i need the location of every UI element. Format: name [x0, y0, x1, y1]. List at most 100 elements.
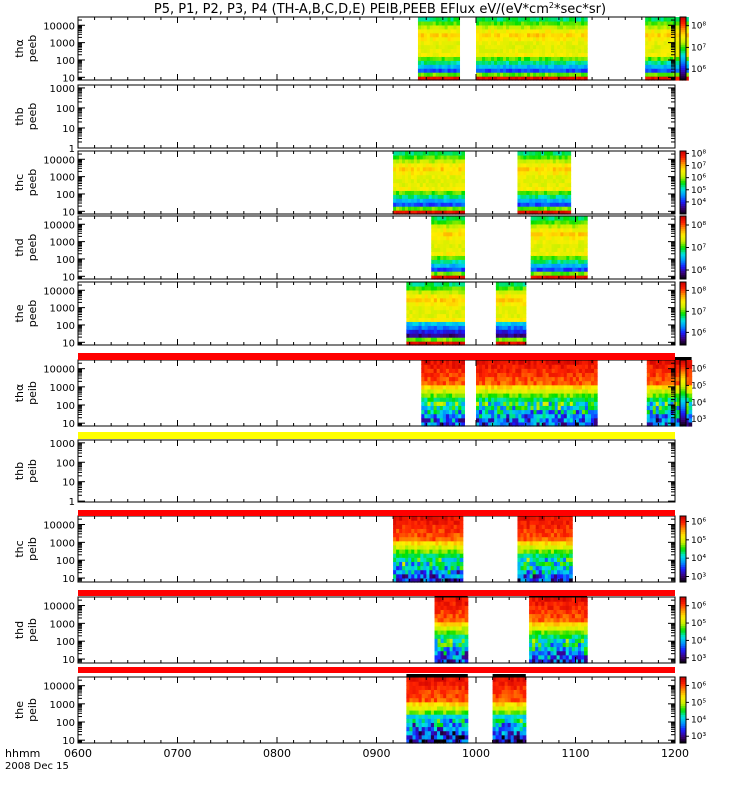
spectrogram-cell — [584, 68, 588, 73]
spectrogram-cell — [461, 251, 465, 256]
spectrogram-cell — [594, 372, 598, 377]
spectrogram-cell — [584, 267, 588, 272]
spectrogram-cell — [523, 321, 527, 326]
spectrogram-cell — [523, 329, 527, 334]
spectrogram-cell — [461, 240, 465, 245]
spectrogram-cell — [584, 37, 588, 42]
panel-frame — [78, 282, 675, 345]
spectrogram-cell — [584, 271, 588, 276]
spectrogram-cell — [594, 381, 598, 386]
spectrogram-cell — [584, 244, 588, 249]
spectrogram-cell — [594, 405, 598, 410]
y-tick-label: 100 — [56, 56, 75, 67]
spectrogram-cell — [456, 64, 460, 69]
spectrogram-cell — [523, 310, 527, 315]
colorbar-tick-label: 10⁶ — [691, 65, 706, 75]
spectrogram-cell — [461, 414, 465, 419]
spectrogram-cell — [584, 56, 588, 61]
spectrogram-cell — [461, 321, 465, 326]
spectrogram-cell — [461, 224, 465, 229]
spectrogram-cell — [584, 220, 588, 225]
y-tick-label: 1000 — [50, 84, 75, 95]
spectrogram-cell — [584, 240, 588, 245]
spectrogram-cell — [523, 333, 527, 338]
spectrogram-cell — [523, 337, 527, 342]
y-tick-label: 10 — [62, 124, 75, 135]
spectrogram-cell — [461, 364, 465, 369]
spectrogram-cell — [461, 298, 465, 303]
panel-frame — [78, 440, 675, 502]
y-tick-label: 10000 — [43, 21, 75, 32]
y-tick-label: 1000 — [50, 439, 75, 450]
spectrogram-cell — [461, 248, 465, 253]
spectrogram-cell — [461, 202, 465, 207]
spectrogram-cell — [568, 202, 572, 207]
spectrogram-cell — [568, 190, 572, 195]
spectrogram-cell — [461, 385, 465, 390]
spectrogram-cell — [461, 377, 465, 382]
colorbar-tick-label: 10⁸ — [691, 149, 706, 159]
spectrogram-cell — [461, 159, 465, 164]
spectrogram-cell — [584, 216, 588, 221]
colorbar-tick-label: 10⁶ — [691, 174, 706, 184]
spectrogram-cell — [461, 259, 465, 264]
spectrogram-cell — [523, 286, 527, 291]
spectrogram-block — [496, 282, 526, 346]
spectrogram-cell — [584, 25, 588, 30]
colorbar-tick-label: 10⁶ — [691, 266, 706, 276]
spectrogram-cell — [523, 294, 527, 299]
spectrogram-cell — [461, 216, 465, 221]
panel-frame — [78, 151, 675, 214]
spectrogram-cell — [461, 290, 465, 295]
spectrogram-cell — [689, 410, 693, 415]
colorbar-tick-label: 10⁸ — [691, 221, 706, 231]
y-tick-label: 10000 — [43, 155, 75, 166]
spectrogram-block — [476, 17, 588, 81]
spectrogram-cell — [461, 194, 465, 199]
panel-product-label: peeb — [26, 103, 39, 131]
spectrogram-cell — [461, 186, 465, 191]
spectrogram-cell — [461, 167, 465, 172]
spectrogram-cell — [461, 302, 465, 307]
spectrogram-cell — [523, 325, 527, 330]
colorbar-tick-label: 10⁷ — [691, 43, 706, 53]
x-axis-label: hhmm — [5, 747, 40, 760]
spectrogram-cell — [461, 206, 465, 211]
panel-probe-label: thα — [13, 384, 26, 403]
spectrogram-cell — [461, 236, 465, 241]
spectrogram-cell — [584, 52, 588, 57]
spectrogram-cell — [584, 263, 588, 268]
spectrogram-cell — [456, 41, 460, 46]
panel-product-label: peeb — [26, 169, 39, 197]
spectrogram-cell — [594, 397, 598, 402]
spectrogram-cell — [568, 151, 572, 156]
spectrogram-cell — [568, 198, 572, 203]
spectrogram-cell — [584, 64, 588, 69]
panel-product-label: peeb — [26, 300, 39, 328]
spectrogram-cell — [456, 49, 460, 54]
y-tick-label: 10 — [62, 419, 75, 430]
panel-frame — [78, 85, 675, 148]
y-tick-label: 1000 — [50, 383, 75, 394]
y-tick-label: 10000 — [43, 365, 75, 376]
spectrogram-cell — [594, 377, 598, 382]
y-tick-label: 10 — [62, 478, 75, 489]
panel-probe-label: thc — [13, 174, 26, 191]
spectrogram-cell — [584, 228, 588, 233]
y-tick-label: 1000 — [50, 238, 75, 249]
spectrogram-cell — [568, 167, 572, 172]
spectrogram-cell — [461, 171, 465, 176]
spectrogram-cell — [594, 393, 598, 398]
spectrogram-cell — [523, 306, 527, 311]
spectrogram-cell — [461, 393, 465, 398]
spectrogram-cell — [461, 263, 465, 268]
panel-probe-label: thd — [13, 238, 26, 256]
spectrogram-cell — [461, 228, 465, 233]
spectrogram-cell — [584, 41, 588, 46]
y-tick-label: 100 — [56, 190, 75, 201]
